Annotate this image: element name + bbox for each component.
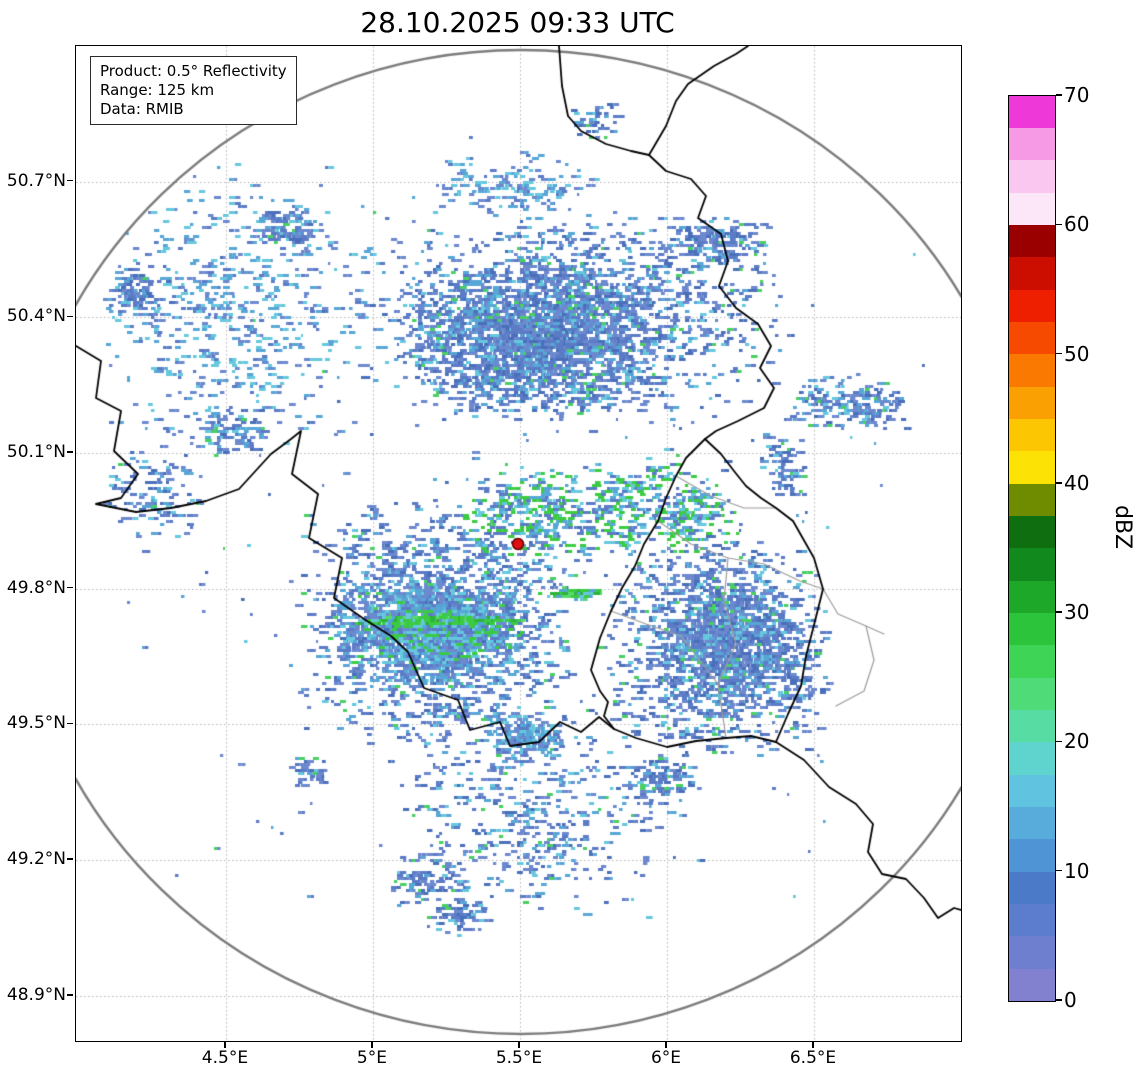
colorbar-tick-label: 0 <box>1064 988 1077 1012</box>
map-plot-area: Product: 0.5° Reflectivity Range: 125 km… <box>75 45 962 1042</box>
y-tick-label: 49.5°N <box>6 713 66 734</box>
colorbar-tick-label: 30 <box>1064 600 1090 625</box>
colorbar-segment <box>1009 128 1055 161</box>
colorbar-segment <box>1009 322 1055 355</box>
colorbar-tick-mark <box>1055 740 1062 743</box>
colorbar-tick-label: 60 <box>1064 212 1090 237</box>
colorbar-segment <box>1009 354 1055 387</box>
colorbar-segment <box>1009 742 1055 775</box>
colorbar-tick-mark <box>1055 611 1062 613</box>
colorbar-segment <box>1009 774 1055 808</box>
colorbar-segment <box>1009 871 1055 905</box>
colorbar-segment <box>1009 904 1055 937</box>
colorbar-segment <box>1009 580 1055 614</box>
y-tick-mark <box>67 586 73 589</box>
colorbar-segment <box>1009 289 1055 323</box>
colorbar-tick-label: 10 <box>1064 858 1090 883</box>
colorbar-segment <box>1009 95 1055 129</box>
colorbar-segment <box>1009 548 1055 581</box>
x-tick-mark <box>812 1041 814 1048</box>
y-tick-label: 50.4°N <box>6 306 66 327</box>
colorbar-tick-label: 40 <box>1064 470 1090 495</box>
colorbar-segment <box>1009 613 1055 646</box>
y-tick-label: 48.9°N <box>6 984 66 1005</box>
x-tick-mark <box>371 1041 373 1048</box>
product-info-box: Product: 0.5° Reflectivity Range: 125 km… <box>90 56 297 125</box>
colorbar-tick-mark <box>1055 223 1062 226</box>
colorbar-segment <box>1009 451 1055 484</box>
page-title: 28.10.2025 09:33 UTC <box>360 6 675 39</box>
colorbar-segment <box>1009 483 1055 517</box>
colorbar-tick-label: 20 <box>1064 729 1090 754</box>
reflectivity-colorbar <box>1008 95 1056 1002</box>
colorbar-segment <box>1009 936 1055 969</box>
info-range: Range: 125 km <box>100 81 215 99</box>
colorbar-tick-mark <box>1055 94 1062 96</box>
colorbar-tick-mark <box>1055 482 1062 484</box>
colorbar-segment <box>1009 968 1055 1001</box>
colorbar-segment <box>1009 710 1055 743</box>
x-tick-label: 5.5°E <box>495 1048 543 1068</box>
colorbar-segment <box>1009 807 1055 840</box>
colorbar-segment <box>1009 386 1055 420</box>
x-tick-label: 6°E <box>650 1048 681 1068</box>
y-tick-mark <box>67 315 73 318</box>
colorbar-segment <box>1009 257 1055 290</box>
colorbar-tick-label: 70 <box>1064 83 1090 107</box>
colorbar-tick-mark <box>1055 999 1062 1001</box>
y-tick-label: 50.7°N <box>6 170 66 191</box>
colorbar-segment <box>1009 839 1055 872</box>
y-tick-mark <box>67 451 73 453</box>
x-tick-label: 6.5°E <box>789 1048 837 1068</box>
y-tick-label: 49.2°N <box>6 849 66 870</box>
colorbar-segment <box>1009 225 1055 258</box>
x-tick-mark <box>224 1041 226 1048</box>
info-source: Data: RMIB <box>100 100 184 118</box>
colorbar-tick-mark <box>1055 352 1062 355</box>
colorbar-segment <box>1009 516 1055 549</box>
colorbar-tick-label: 50 <box>1064 341 1090 366</box>
colorbar-tick-mark <box>1055 869 1062 872</box>
x-tick-label: 5°E <box>356 1048 387 1068</box>
x-tick-mark <box>518 1041 520 1048</box>
colorbar-segment <box>1009 419 1055 452</box>
colorbar-axis-label: dBZ <box>1110 505 1135 550</box>
colorbar-segment <box>1009 677 1055 711</box>
info-product: Product: 0.5° Reflectivity <box>100 62 287 80</box>
y-tick-mark <box>67 858 73 860</box>
x-tick-mark <box>665 1041 667 1048</box>
y-tick-mark <box>67 179 73 182</box>
x-tick-label: 4.5°E <box>201 1048 249 1068</box>
y-tick-label: 50.1°N <box>6 442 66 463</box>
y-tick-mark <box>67 994 73 996</box>
y-tick-mark <box>67 722 73 725</box>
colorbar-segment <box>1009 160 1055 193</box>
y-tick-label: 49.8°N <box>6 577 66 598</box>
colorbar-segment <box>1009 645 1055 678</box>
radar-map-canvas <box>76 46 961 1041</box>
colorbar-segment <box>1009 192 1055 226</box>
